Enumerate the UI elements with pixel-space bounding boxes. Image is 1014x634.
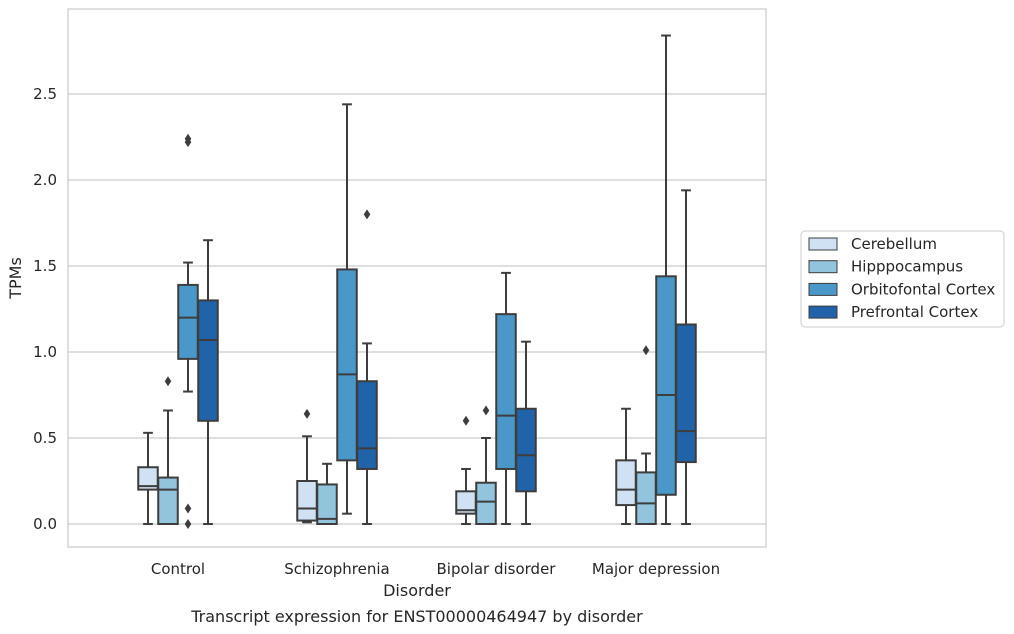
iqr-box [655,275,677,496]
box-prefrontal-cortex [515,340,537,525]
iqr-box [615,459,637,507]
legend-label: Prefrontal Cortex [851,303,978,321]
legend-swatch [808,260,838,274]
box-hipppocampus [635,345,657,525]
x-axis-title: Disorder [383,581,451,600]
iqr-box [296,480,318,522]
iqr-box [356,380,378,470]
legend: Cerebellum Hipppocampus Orbitofontal Corte… [800,230,1005,328]
box-hipppocampus [475,405,497,525]
box-prefrontal-cortex [197,239,219,525]
y-tick-label: 2.0 [33,171,57,189]
box-orbitofontal-cortex [177,133,199,529]
iqr-box [675,323,697,464]
x-tick-label: Control [151,560,205,578]
outlier-point [482,405,490,416]
outlier-point [184,503,192,514]
legend-item: Prefrontal Cortex [808,303,978,321]
y-tick-label: 1.5 [33,257,57,275]
legend-item: Hipppocampus [808,258,963,276]
iqr-box [197,299,219,422]
outlier-point [184,519,192,529]
outlier-point [303,408,311,419]
y-tick-labels: 0.0 0.5 1.0 1.5 2.0 2.5 [33,85,57,533]
x-tick-label: Major depression [592,560,720,578]
box-hipppocampus [157,376,179,525]
chart-caption: Transcript expression for ENST0000046494… [190,607,643,626]
iqr-box [495,313,517,470]
x-tick-label: Bipolar disorder [437,560,557,578]
box-cerebellum [615,407,637,525]
iqr-box [157,476,179,525]
box-prefrontal-cortex [356,209,378,525]
iqr-box [316,483,338,526]
y-tick-label: 2.5 [33,85,57,103]
y-axis-title: TPMs [6,257,25,300]
box-orbitofontal-cortex [336,103,358,515]
box-orbitofontal-cortex [495,271,517,525]
outlier-point [363,209,371,220]
outlier-point [642,345,650,356]
iqr-box [515,407,537,493]
outlier-point [164,376,172,387]
box-cerebellum [455,415,477,525]
plot-frame [67,8,767,548]
box-cerebellum [137,431,159,525]
iqr-box [336,268,358,462]
legend-swatch [808,237,838,251]
legend-label: Orbitofontal Cortex [851,280,995,298]
y-tick-label: 0.0 [33,515,57,533]
box-groups [137,34,697,529]
legend-item: Orbitofontal Cortex [808,280,995,298]
legend-swatch [808,305,838,319]
legend-item: Cerebellum [808,235,937,253]
box-orbitofontal-cortex [655,34,677,525]
iqr-box [475,481,497,525]
box-hipppocampus [316,462,338,526]
legend-label: Hipppocampus [851,258,963,276]
legend-frame [800,230,1005,328]
x-tick-labels: Control Schizophrenia Bipolar disorder Majo… [151,560,720,578]
legend-swatch [808,282,838,296]
x-tick-label: Schizophrenia [284,560,389,578]
outlier-point [462,415,470,426]
box-prefrontal-cortex [675,189,697,525]
iqr-box [177,283,199,360]
outlier-point [184,133,192,144]
legend-label: Cerebellum [851,235,937,253]
y-tick-label: 1.0 [33,343,57,361]
iqr-box [635,471,657,525]
box-cerebellum [296,408,318,524]
y-tick-label: 0.5 [33,429,57,447]
